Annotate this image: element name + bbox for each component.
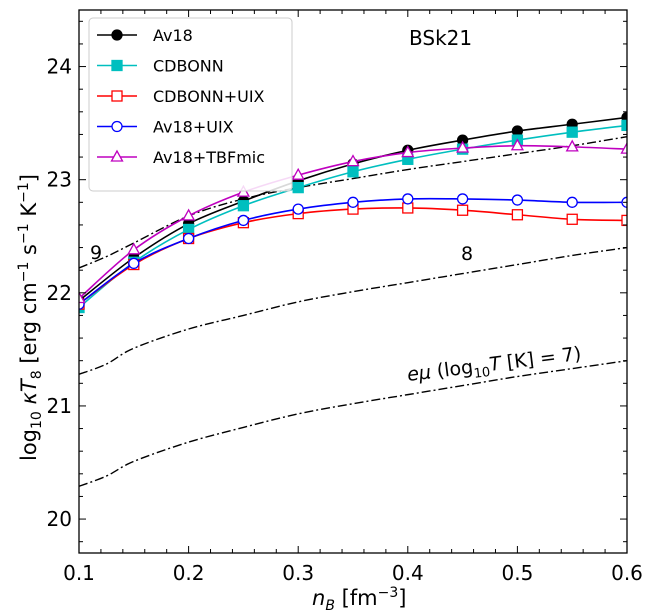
data-point <box>456 204 469 216</box>
legend-entry: CDBONN+UIX <box>97 87 265 106</box>
ref-label-8: 8 <box>461 243 473 265</box>
data-point <box>182 208 196 221</box>
data-point <box>402 193 414 205</box>
legend-entry: Av18 <box>97 26 193 45</box>
reference-curves <box>79 136 627 487</box>
x-tick-label: 0.3 <box>282 561 314 585</box>
y-tick-label: 23 <box>47 168 72 192</box>
legend-box <box>88 17 293 192</box>
y-tick-label: 22 <box>47 281 72 305</box>
data-point <box>127 242 141 255</box>
data-point <box>347 196 359 208</box>
x-tick-label: 0.6 <box>611 561 643 585</box>
y-tick-label: 24 <box>47 55 72 79</box>
data-point <box>291 167 305 180</box>
series-5 <box>79 138 627 304</box>
legend-entry: Av18+TBFmic <box>97 148 265 167</box>
svg-text:log10 κT8 [erg cm−1 s−1 K−1]: log10 κT8 [erg cm−1 s−1 K−1] <box>16 174 45 461</box>
legend: Av18 CDBONN CDBONN+UIX Av18+UIX Av18+TBFmic <box>88 17 293 192</box>
reference-curve-3 <box>79 359 627 487</box>
legend-label: CDBONN+UIX <box>153 87 265 106</box>
data-point <box>128 257 140 270</box>
data-point <box>621 214 627 227</box>
data-point <box>566 126 578 138</box>
reference-curve-2 <box>79 246 627 375</box>
x-tick-label: 0.4 <box>392 561 424 585</box>
series-4 <box>79 193 627 310</box>
data-point <box>237 200 250 212</box>
data-point <box>456 140 470 153</box>
data-point <box>566 213 578 225</box>
data-point <box>621 119 627 132</box>
legend-marker <box>111 90 123 102</box>
chart-title: BSk21 <box>409 26 472 50</box>
legend-marker <box>111 59 123 72</box>
legend-marker <box>111 120 123 133</box>
data-point <box>182 232 195 245</box>
legend-label: CDBONN <box>153 57 224 76</box>
data-point <box>511 194 524 206</box>
data-point <box>566 196 578 208</box>
data-point <box>401 145 415 158</box>
ref-label-9: 9 <box>90 242 102 264</box>
data-series <box>79 111 627 314</box>
data-point <box>620 141 627 154</box>
legend-label: Av18+UIX <box>153 118 234 137</box>
data-point <box>346 154 360 167</box>
legend-marker <box>110 149 124 162</box>
legend-marker <box>111 29 123 41</box>
x-axis-label: nB [fm−3] <box>312 585 406 612</box>
data-point <box>347 166 359 178</box>
legend-entry: CDBONN <box>97 57 224 76</box>
data-point <box>292 181 304 194</box>
data-point <box>510 138 524 151</box>
y-tick-label: 21 <box>47 394 72 418</box>
legend-label: Av18+TBFmic <box>153 148 265 167</box>
data-point <box>456 193 469 205</box>
data-point <box>565 139 579 152</box>
data-point <box>292 203 304 215</box>
data-point <box>237 214 250 227</box>
reference-curve-1 <box>79 136 627 269</box>
plot-frame <box>78 9 628 554</box>
legend-label: Av18 <box>153 26 193 45</box>
x-tick-label: 0.2 <box>173 561 205 585</box>
x-tick-label: 0.5 <box>501 561 533 585</box>
data-point <box>79 291 86 304</box>
svg-text:nB [fm−3]: nB [fm−3] <box>312 585 406 612</box>
y-axis-label: log10 κT8 [erg cm−1 s−1 K−1] <box>16 174 45 461</box>
data-point <box>511 209 524 221</box>
y-tick-label: 20 <box>47 507 72 531</box>
legend-entry: Av18+UIX <box>97 118 234 137</box>
x-tick-label: 0.1 <box>63 561 95 585</box>
